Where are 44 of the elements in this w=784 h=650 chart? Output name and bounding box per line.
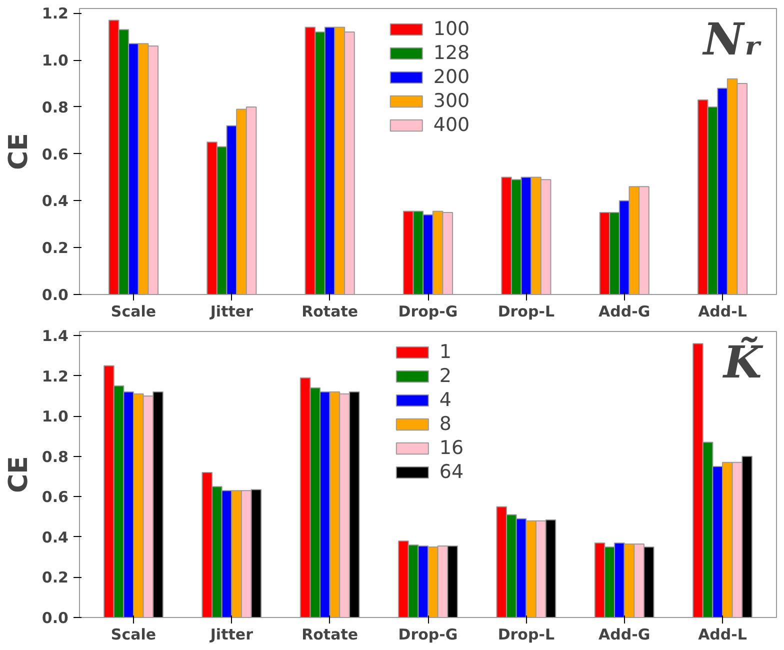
- y-tick-label: 0.2: [42, 568, 69, 587]
- x-tick-label: Add-L: [698, 626, 748, 644]
- chart-title: K̃: [722, 336, 764, 388]
- x-tick-label: Add-G: [598, 302, 650, 320]
- y-tick-label: 1.2: [42, 4, 69, 23]
- x-tick-label: Add-G: [598, 626, 650, 644]
- x-tick-label: Scale: [110, 626, 156, 644]
- x-tick-label: Drop-G: [398, 626, 458, 644]
- y-axis-title: CE: [4, 456, 34, 493]
- x-tick-label: Drop-L: [498, 626, 555, 644]
- legend-label: 1: [439, 341, 452, 363]
- x-tick-label: Jitter: [209, 626, 254, 644]
- legend-label: 128: [433, 42, 470, 64]
- legend-label: 400: [433, 114, 470, 136]
- y-tick-label: 0.0: [42, 286, 69, 304]
- y-tick-label: 1.4: [42, 327, 69, 346]
- y-tick-label: 0.8: [42, 98, 69, 116]
- legend-label: 2: [439, 365, 452, 387]
- legend-label: 300: [433, 90, 470, 112]
- y-tick-label: 0.6: [42, 488, 69, 506]
- y-axis-title: CE: [4, 133, 34, 170]
- legend-label: 4: [439, 389, 452, 411]
- x-tick-label: Rotate: [302, 626, 358, 644]
- y-tick-label: 1.0: [42, 52, 69, 70]
- legend-label: 100: [433, 18, 470, 40]
- y-tick-label: 0.8: [42, 448, 69, 466]
- x-tick-label: Drop-G: [398, 302, 458, 320]
- y-tick-label: 0.4: [42, 528, 69, 546]
- x-tick-label: Jitter: [209, 302, 254, 320]
- legend-label: 64: [439, 461, 464, 483]
- y-tick-label: 1.0: [42, 408, 69, 426]
- x-tick-label: Rotate: [302, 302, 358, 320]
- y-tick-label: 0.2: [42, 239, 69, 258]
- x-tick-label: Scale: [110, 302, 156, 320]
- legend-label: 16: [439, 437, 464, 459]
- y-tick-label: 0.6: [42, 145, 69, 164]
- y-tick-label: 0.4: [42, 192, 69, 210]
- chart-title: Nᵣ: [701, 14, 762, 66]
- y-tick-label: 1.2: [42, 367, 69, 386]
- legend-label: 200: [433, 66, 470, 88]
- y-tick-label: 0.0: [42, 609, 69, 627]
- legend-label: 8: [439, 413, 452, 435]
- x-tick-label: Drop-L: [498, 302, 555, 320]
- x-tick-label: Add-L: [698, 302, 748, 320]
